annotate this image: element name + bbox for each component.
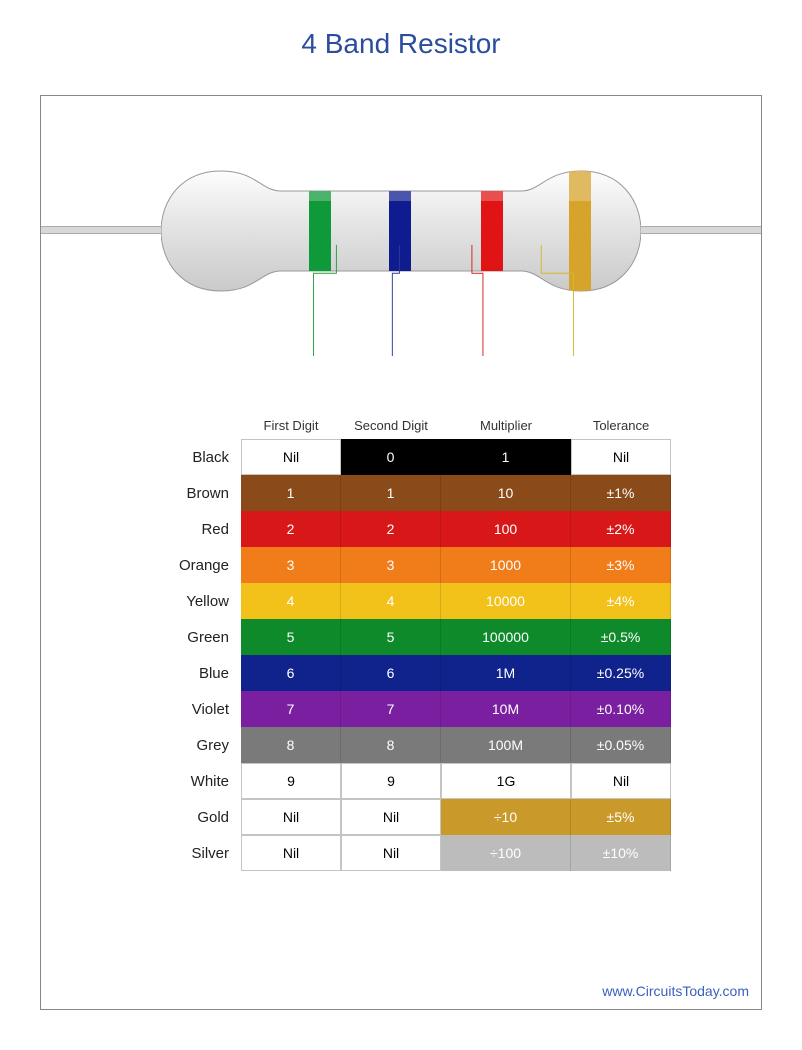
header-tolerance: Tolerance	[571, 414, 671, 439]
table-cell: 10M	[441, 691, 571, 727]
table-row: Violet7710M±0.10%	[151, 691, 711, 727]
row-label: White	[151, 763, 241, 799]
table-cell: 1	[241, 475, 341, 511]
table-cell: ±2%	[571, 511, 671, 547]
table-cell: 6	[241, 655, 341, 691]
row-label: Yellow	[151, 583, 241, 619]
table-row: SilverNilNil÷100±10%	[151, 835, 711, 871]
resistor-illustration	[41, 96, 761, 356]
row-label: Orange	[151, 547, 241, 583]
table-row: Orange331000±3%	[151, 547, 711, 583]
row-label: Brown	[151, 475, 241, 511]
table-cell: 7	[341, 691, 441, 727]
table-cell: 3	[341, 547, 441, 583]
table-cell: 4	[241, 583, 341, 619]
table-cell: 9	[241, 763, 341, 799]
table-cell: Nil	[241, 835, 341, 871]
page-title: 4 Band Resistor	[0, 0, 802, 60]
table-body: BlackNil01NilBrown1110±1%Red22100±2%Oran…	[151, 439, 711, 871]
table-cell: 9	[341, 763, 441, 799]
table-cell: ±10%	[571, 835, 671, 871]
row-label: Gold	[151, 799, 241, 835]
table-cell: ±0.25%	[571, 655, 671, 691]
table-cell: 8	[341, 727, 441, 763]
table-cell: 1	[341, 475, 441, 511]
table-cell: 4	[341, 583, 441, 619]
table-cell: 1G	[441, 763, 571, 799]
table-cell: Nil	[571, 763, 671, 799]
table-cell: 3	[241, 547, 341, 583]
table-cell: 8	[241, 727, 341, 763]
row-label: Grey	[151, 727, 241, 763]
attribution-text: www.CircuitsToday.com	[602, 983, 749, 999]
table-cell: 10000	[441, 583, 571, 619]
table-row: Green55100000±0.5%	[151, 619, 711, 655]
table-cell: ÷10	[441, 799, 571, 835]
header-spacer	[151, 414, 241, 439]
table-cell: 1	[441, 439, 571, 475]
header-first-digit: First Digit	[241, 414, 341, 439]
resistor-band-2	[481, 161, 503, 301]
resistor-lead-right	[631, 226, 761, 234]
table-cell: ±0.5%	[571, 619, 671, 655]
table-cell: ±0.10%	[571, 691, 671, 727]
table-cell: ÷100	[441, 835, 571, 871]
table-cell: 7	[241, 691, 341, 727]
table-cell: Nil	[241, 439, 341, 475]
header-multiplier: Multiplier	[441, 414, 571, 439]
resistor-band-1	[389, 161, 411, 301]
row-label: Violet	[151, 691, 241, 727]
row-label: Silver	[151, 835, 241, 871]
row-label: Blue	[151, 655, 241, 691]
row-label: Red	[151, 511, 241, 547]
table-cell: Nil	[341, 835, 441, 871]
table-cell: 1M	[441, 655, 571, 691]
row-label: Black	[151, 439, 241, 475]
table-row: BlackNil01Nil	[151, 439, 711, 475]
table-cell: Nil	[241, 799, 341, 835]
table-cell: 2	[241, 511, 341, 547]
table-cell: 2	[341, 511, 441, 547]
table-cell: 100000	[441, 619, 571, 655]
table-row: White991GNil	[151, 763, 711, 799]
color-code-table: First Digit Second Digit Multiplier Tole…	[151, 414, 711, 871]
row-label: Green	[151, 619, 241, 655]
header-second-digit: Second Digit	[341, 414, 441, 439]
table-row: Brown1110±1%	[151, 475, 711, 511]
resistor-body	[161, 161, 641, 301]
table-row: Blue661M±0.25%	[151, 655, 711, 691]
table-cell: 100	[441, 511, 571, 547]
table-cell: ±0.05%	[571, 727, 671, 763]
table-row: Grey88100M±0.05%	[151, 727, 711, 763]
table-cell: 1000	[441, 547, 571, 583]
table-cell: ±3%	[571, 547, 671, 583]
table-cell: Nil	[571, 439, 671, 475]
table-cell: 6	[341, 655, 441, 691]
table-row: Yellow4410000±4%	[151, 583, 711, 619]
table-cell: 100M	[441, 727, 571, 763]
resistor-band-0	[309, 161, 331, 301]
table-row: Red22100±2%	[151, 511, 711, 547]
diagram-frame: First Digit Second Digit Multiplier Tole…	[40, 95, 762, 1010]
table-cell: ±1%	[571, 475, 671, 511]
table-cell: 5	[341, 619, 441, 655]
table-cell: ±5%	[571, 799, 671, 835]
table-cell: 10	[441, 475, 571, 511]
table-row: GoldNilNil÷10±5%	[151, 799, 711, 835]
resistor-lead-left	[41, 226, 171, 234]
table-header-row: First Digit Second Digit Multiplier Tole…	[151, 414, 711, 439]
table-cell: Nil	[341, 799, 441, 835]
table-cell: ±4%	[571, 583, 671, 619]
table-cell: 5	[241, 619, 341, 655]
table-cell: 0	[341, 439, 441, 475]
